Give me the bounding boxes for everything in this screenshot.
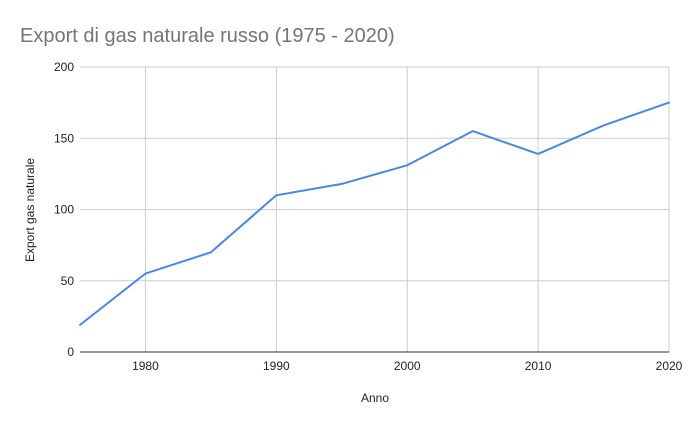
x-axis-label: Anno — [361, 391, 389, 405]
data-point — [601, 123, 606, 128]
chart-title: Export di gas naturale russo (1975 - 202… — [20, 25, 395, 47]
data-point — [405, 163, 410, 168]
x-tick-label: 2010 — [525, 359, 552, 373]
data-point — [208, 250, 213, 255]
data-point — [78, 322, 83, 327]
y-axis-label: Export gas naturale — [23, 158, 37, 262]
y-tick-label: 0 — [67, 345, 74, 359]
data-point — [536, 151, 541, 156]
grid-layer — [80, 66, 670, 352]
y-tick-label: 100 — [54, 203, 74, 217]
x-tick-label: 1980 — [132, 359, 159, 373]
data-point — [667, 100, 672, 105]
data-point — [274, 193, 279, 198]
x-tick-label: 2000 — [394, 359, 421, 373]
x-tick-label: 2020 — [656, 359, 683, 373]
series-line — [79, 101, 670, 326]
y-tick-label: 150 — [54, 131, 74, 145]
tick-layer: 0 50 100 150 200 1980 1990 2000 2010 2020 — [54, 60, 683, 373]
data-point — [339, 181, 344, 186]
data-point — [470, 129, 475, 134]
y-tick-label: 50 — [61, 274, 75, 288]
x-tick-label: 1990 — [263, 359, 290, 373]
data-point — [143, 271, 148, 276]
y-tick-label: 200 — [54, 60, 74, 74]
series-layer — [78, 100, 672, 327]
